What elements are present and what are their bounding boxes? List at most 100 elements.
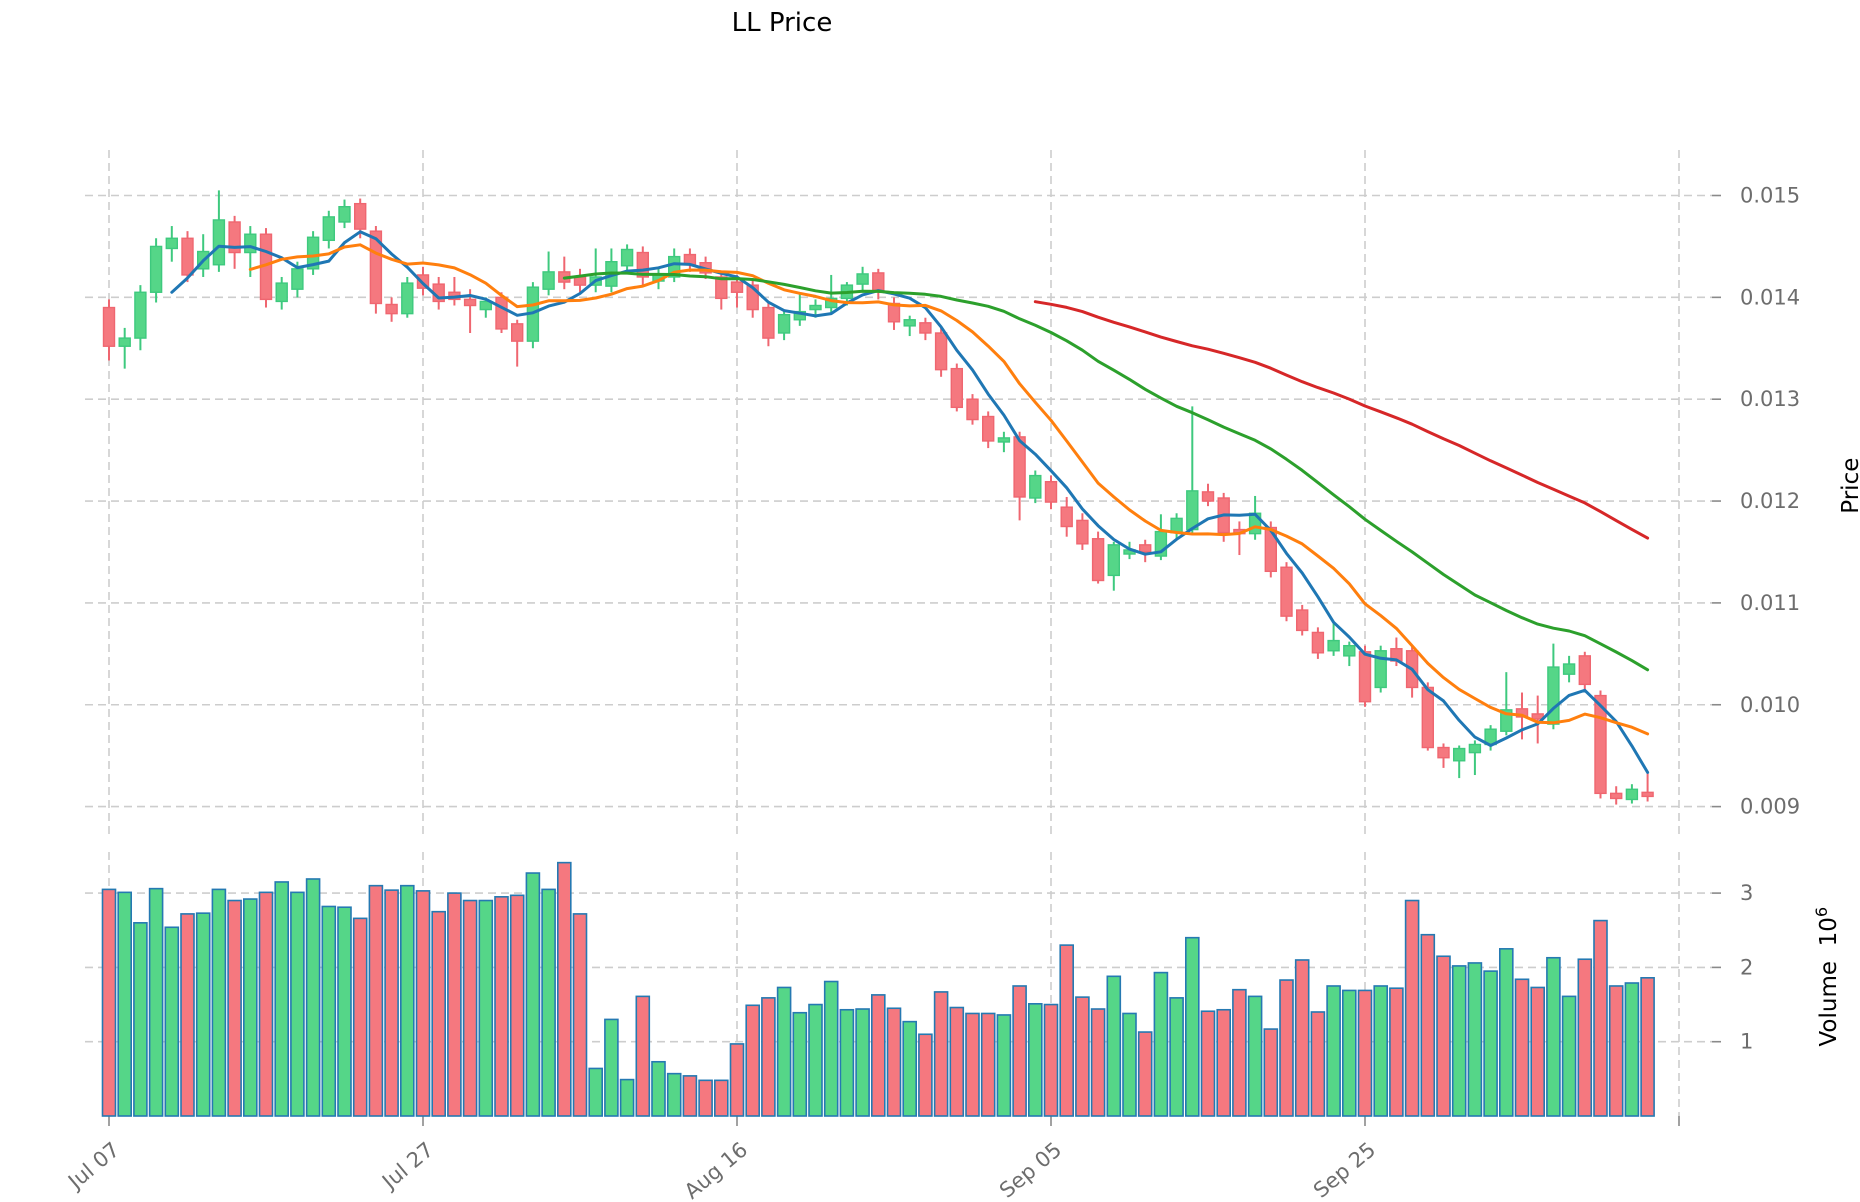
volume-bar — [839, 1008, 855, 1117]
volume-bar — [1483, 970, 1498, 1117]
candle-body — [746, 284, 759, 311]
candle-body — [1029, 474, 1042, 499]
volume-bar — [274, 881, 290, 1117]
volume-bar — [1357, 989, 1373, 1117]
volume-bar — [1090, 1008, 1106, 1117]
volume-bar — [1216, 1008, 1231, 1117]
ma-line-10 — [248, 243, 1650, 736]
volume-axis-label: Volume 106 — [1786, 907, 1842, 1061]
candle-body — [1594, 694, 1607, 795]
price-tick-label: 0.009 — [1740, 795, 1800, 819]
candle-body — [1358, 651, 1372, 703]
candle-body — [1060, 506, 1073, 528]
volume-bar — [1043, 1003, 1059, 1117]
volume-bar — [117, 891, 132, 1117]
price-tick-label: 0.010 — [1740, 693, 1800, 717]
volume-bar — [604, 1018, 619, 1117]
candle-body — [463, 298, 477, 307]
volume-bar — [399, 884, 415, 1117]
candle-body — [354, 202, 367, 230]
chart-title: LL Price — [731, 8, 833, 38]
volume-bar — [447, 892, 462, 1117]
candle-body — [181, 237, 194, 276]
candle-body — [1091, 538, 1105, 582]
volume-bar — [1028, 1003, 1043, 1117]
candle-body — [1264, 526, 1278, 573]
candle-body — [1515, 708, 1529, 718]
candle-body — [1044, 480, 1058, 503]
candle-body — [1186, 490, 1199, 531]
volume-bar — [619, 1078, 635, 1117]
volume-bar — [384, 889, 399, 1117]
candle-body — [997, 437, 1011, 443]
volume-tick-label: 2 — [1740, 955, 1753, 979]
candle-body — [982, 415, 995, 442]
volume-bar — [305, 878, 321, 1117]
volume-bar — [494, 896, 509, 1117]
candle-body — [872, 272, 885, 291]
volume-bar — [227, 899, 242, 1117]
volume-bar — [290, 891, 305, 1117]
x-tick-label: Sep 25 — [1309, 1137, 1380, 1202]
ma-line-30 — [562, 271, 1650, 672]
volume-bar — [949, 1006, 965, 1117]
candle-body — [369, 230, 383, 305]
volume-bar — [1577, 958, 1593, 1117]
candle-body — [165, 237, 179, 250]
x-tick-label: Jul 27 — [376, 1137, 438, 1194]
volume-bar — [1247, 995, 1263, 1117]
volume-bar — [823, 980, 839, 1117]
candle-body — [1609, 792, 1623, 800]
candle-body — [511, 323, 524, 342]
volume-bar — [1294, 959, 1310, 1117]
volume-bar — [713, 1079, 729, 1117]
candle-body — [244, 233, 257, 254]
candle-body — [134, 291, 147, 339]
candle-body — [495, 296, 508, 330]
candle-body — [715, 276, 728, 300]
candle-body — [825, 297, 838, 309]
ma-line-60 — [1033, 300, 1650, 540]
candle-body — [1327, 639, 1340, 652]
volume-bar — [1451, 965, 1467, 1117]
volume-tick-label: 1 — [1740, 1030, 1753, 1054]
volume-bar — [1200, 1010, 1216, 1117]
volume-bar — [1593, 919, 1608, 1117]
volume-bar — [776, 986, 792, 1117]
volume-bar — [886, 1007, 902, 1117]
volume-bar — [1640, 977, 1655, 1117]
volume-bar — [761, 997, 776, 1117]
volume-bar — [682, 1075, 698, 1117]
candle-body — [479, 300, 492, 311]
volume-axis-label-exponent: 6 — [1812, 906, 1832, 918]
volume-bar — [1232, 988, 1247, 1117]
volume-bar — [195, 912, 211, 1117]
candle-body — [1107, 544, 1121, 577]
candle-body — [777, 313, 791, 334]
candle-body — [1641, 791, 1654, 798]
volume-bar — [792, 1011, 808, 1117]
volume-bar — [368, 884, 384, 1117]
candle-body — [573, 276, 587, 286]
volume-bar — [572, 913, 588, 1117]
volume-bar — [1185, 936, 1200, 1117]
volume-bar — [870, 994, 886, 1117]
candle-body — [228, 221, 241, 254]
candle-body — [668, 255, 681, 278]
candle-body — [1578, 655, 1592, 686]
volume-bar — [808, 1003, 823, 1117]
volume-bar — [1012, 985, 1027, 1117]
volume-bar — [431, 910, 447, 1117]
candle-body — [401, 282, 414, 315]
volume-bar — [1279, 979, 1294, 1117]
volume-bar — [918, 1033, 933, 1117]
volume-bar — [1137, 1031, 1153, 1117]
volume-bar — [1561, 995, 1577, 1117]
candle-body — [730, 281, 744, 293]
candle-body — [1452, 747, 1466, 762]
candle-body — [1280, 566, 1293, 617]
volume-bar — [1467, 962, 1483, 1117]
volume-bar — [1499, 948, 1514, 1117]
volume-bar — [902, 1020, 918, 1117]
